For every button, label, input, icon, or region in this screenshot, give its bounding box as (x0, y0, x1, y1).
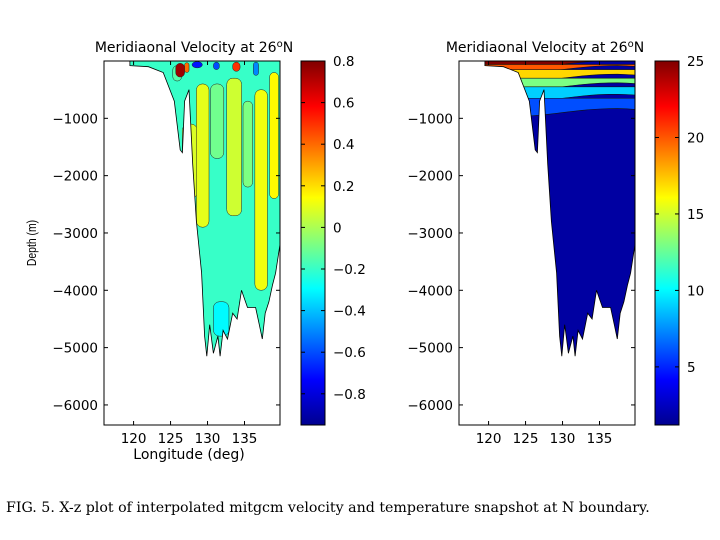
velocity-contour-region (191, 61, 203, 69)
velocity-colorbar-tick-label: 0 (333, 220, 342, 236)
temperature-ytick-label: −6000 (407, 398, 453, 414)
temperature-ytick-label: −5000 (407, 341, 453, 357)
velocity-colorbar-tick-label: 0.8 (333, 54, 354, 70)
velocity-contour-region (269, 72, 279, 199)
temperature-colorbar-tick-label: 10 (687, 283, 704, 299)
velocity-ytick-label: −4000 (52, 283, 98, 299)
velocity-ytick-label: −3000 (52, 226, 98, 242)
figure-canvas: Meridiaonal Velocity at 26oN 120 125 130 13… (25, 39, 704, 464)
velocity-ytick-label: −6000 (52, 398, 98, 414)
velocity-colorbar-tick-label: 0.2 (333, 179, 354, 195)
velocity-xtick-label: 120 (121, 431, 147, 447)
temperature-panel: Meridiaonal Velocity at 26oN 120 125 130 13… (407, 39, 644, 448)
temperature-xtick-label: 120 (476, 431, 502, 447)
temperature-bathymetry-outline (484, 60, 636, 357)
velocity-panel: Meridiaonal Velocity at 26oN 120 125 130 13… (25, 39, 293, 464)
velocity-colorbar-tick-label: −0.2 (333, 262, 366, 278)
figure-caption: FIG. 5. X-z plot of interpolated mitgcm … (6, 500, 650, 516)
velocity-xtick-label: 130 (195, 431, 221, 447)
velocity-contour-region (213, 301, 230, 337)
velocity-title: Meridiaonal Velocity at 26oN (95, 39, 293, 57)
velocity-contour-region (213, 61, 220, 70)
temperature-colorbar-tick-label: 20 (687, 130, 704, 146)
temperature-xtick-label: 125 (513, 431, 539, 447)
velocity-axes-box (103, 60, 281, 426)
velocity-xtick-label: 125 (158, 431, 184, 447)
velocity-colorbar-tick-label: 0.4 (333, 137, 354, 153)
temperature-ytick-label: −1000 (407, 111, 453, 127)
temperature-ytick-label: −2000 (407, 169, 453, 185)
velocity-colorbar-ramp (300, 60, 326, 426)
velocity-colorbar: 0.8 0.6 0.4 0.2 0 −0.2 −0.4 −0.6 −0.8 (300, 54, 366, 426)
temperature-title: Meridiaonal Velocity at 26oN (446, 39, 644, 57)
temperature-ytick-label: −3000 (407, 226, 453, 242)
velocity-contour-region (226, 77, 242, 217)
velocity-ytick-label: −2000 (52, 169, 98, 185)
temperature-colorbar-tick-label: 25 (687, 54, 704, 70)
velocity-bathymetry-outline (129, 60, 281, 357)
velocity-ylabel: Depth (m) (25, 220, 39, 266)
temperature-colorbar-tick-label: 5 (687, 360, 696, 376)
velocity-contour-region (254, 89, 268, 291)
temperature-xtick-label: 135 (587, 431, 613, 447)
velocity-colorbar-tick-label: −0.8 (333, 387, 366, 403)
velocity-contour-region (196, 83, 210, 228)
temperature-deep-layer (484, 61, 635, 357)
velocity-contour-region (210, 83, 225, 159)
velocity-field (129, 60, 281, 357)
temperature-colorbar-ramp (654, 60, 680, 426)
velocity-xtick-label: 135 (232, 431, 258, 447)
velocity-colorbar-tick-label: 0.6 (333, 96, 354, 112)
temperature-colorbar: 25 20 15 10 5 (654, 54, 704, 426)
velocity-contour-region (184, 62, 190, 73)
velocity-ytick-label: −1000 (52, 111, 98, 127)
velocity-colorbar-tick-label: −0.6 (333, 345, 366, 361)
velocity-ytick-label: −5000 (52, 341, 98, 357)
temperature-field (484, 60, 636, 357)
temperature-ytick-label: −4000 (407, 283, 453, 299)
velocity-xlabel: Longitude (deg) (133, 447, 244, 463)
temperature-colorbar-tick-label: 15 (687, 207, 704, 223)
velocity-contour-region (232, 61, 241, 72)
velocity-contour-region (242, 100, 253, 188)
velocity-contour-region (253, 61, 259, 76)
velocity-colorbar-tick-label: −0.4 (333, 304, 366, 320)
velocity-contour-region (182, 123, 198, 199)
temperature-xtick-label: 130 (550, 431, 576, 447)
velocity-contour-region (175, 63, 185, 78)
temperature-axes-box (458, 60, 636, 426)
